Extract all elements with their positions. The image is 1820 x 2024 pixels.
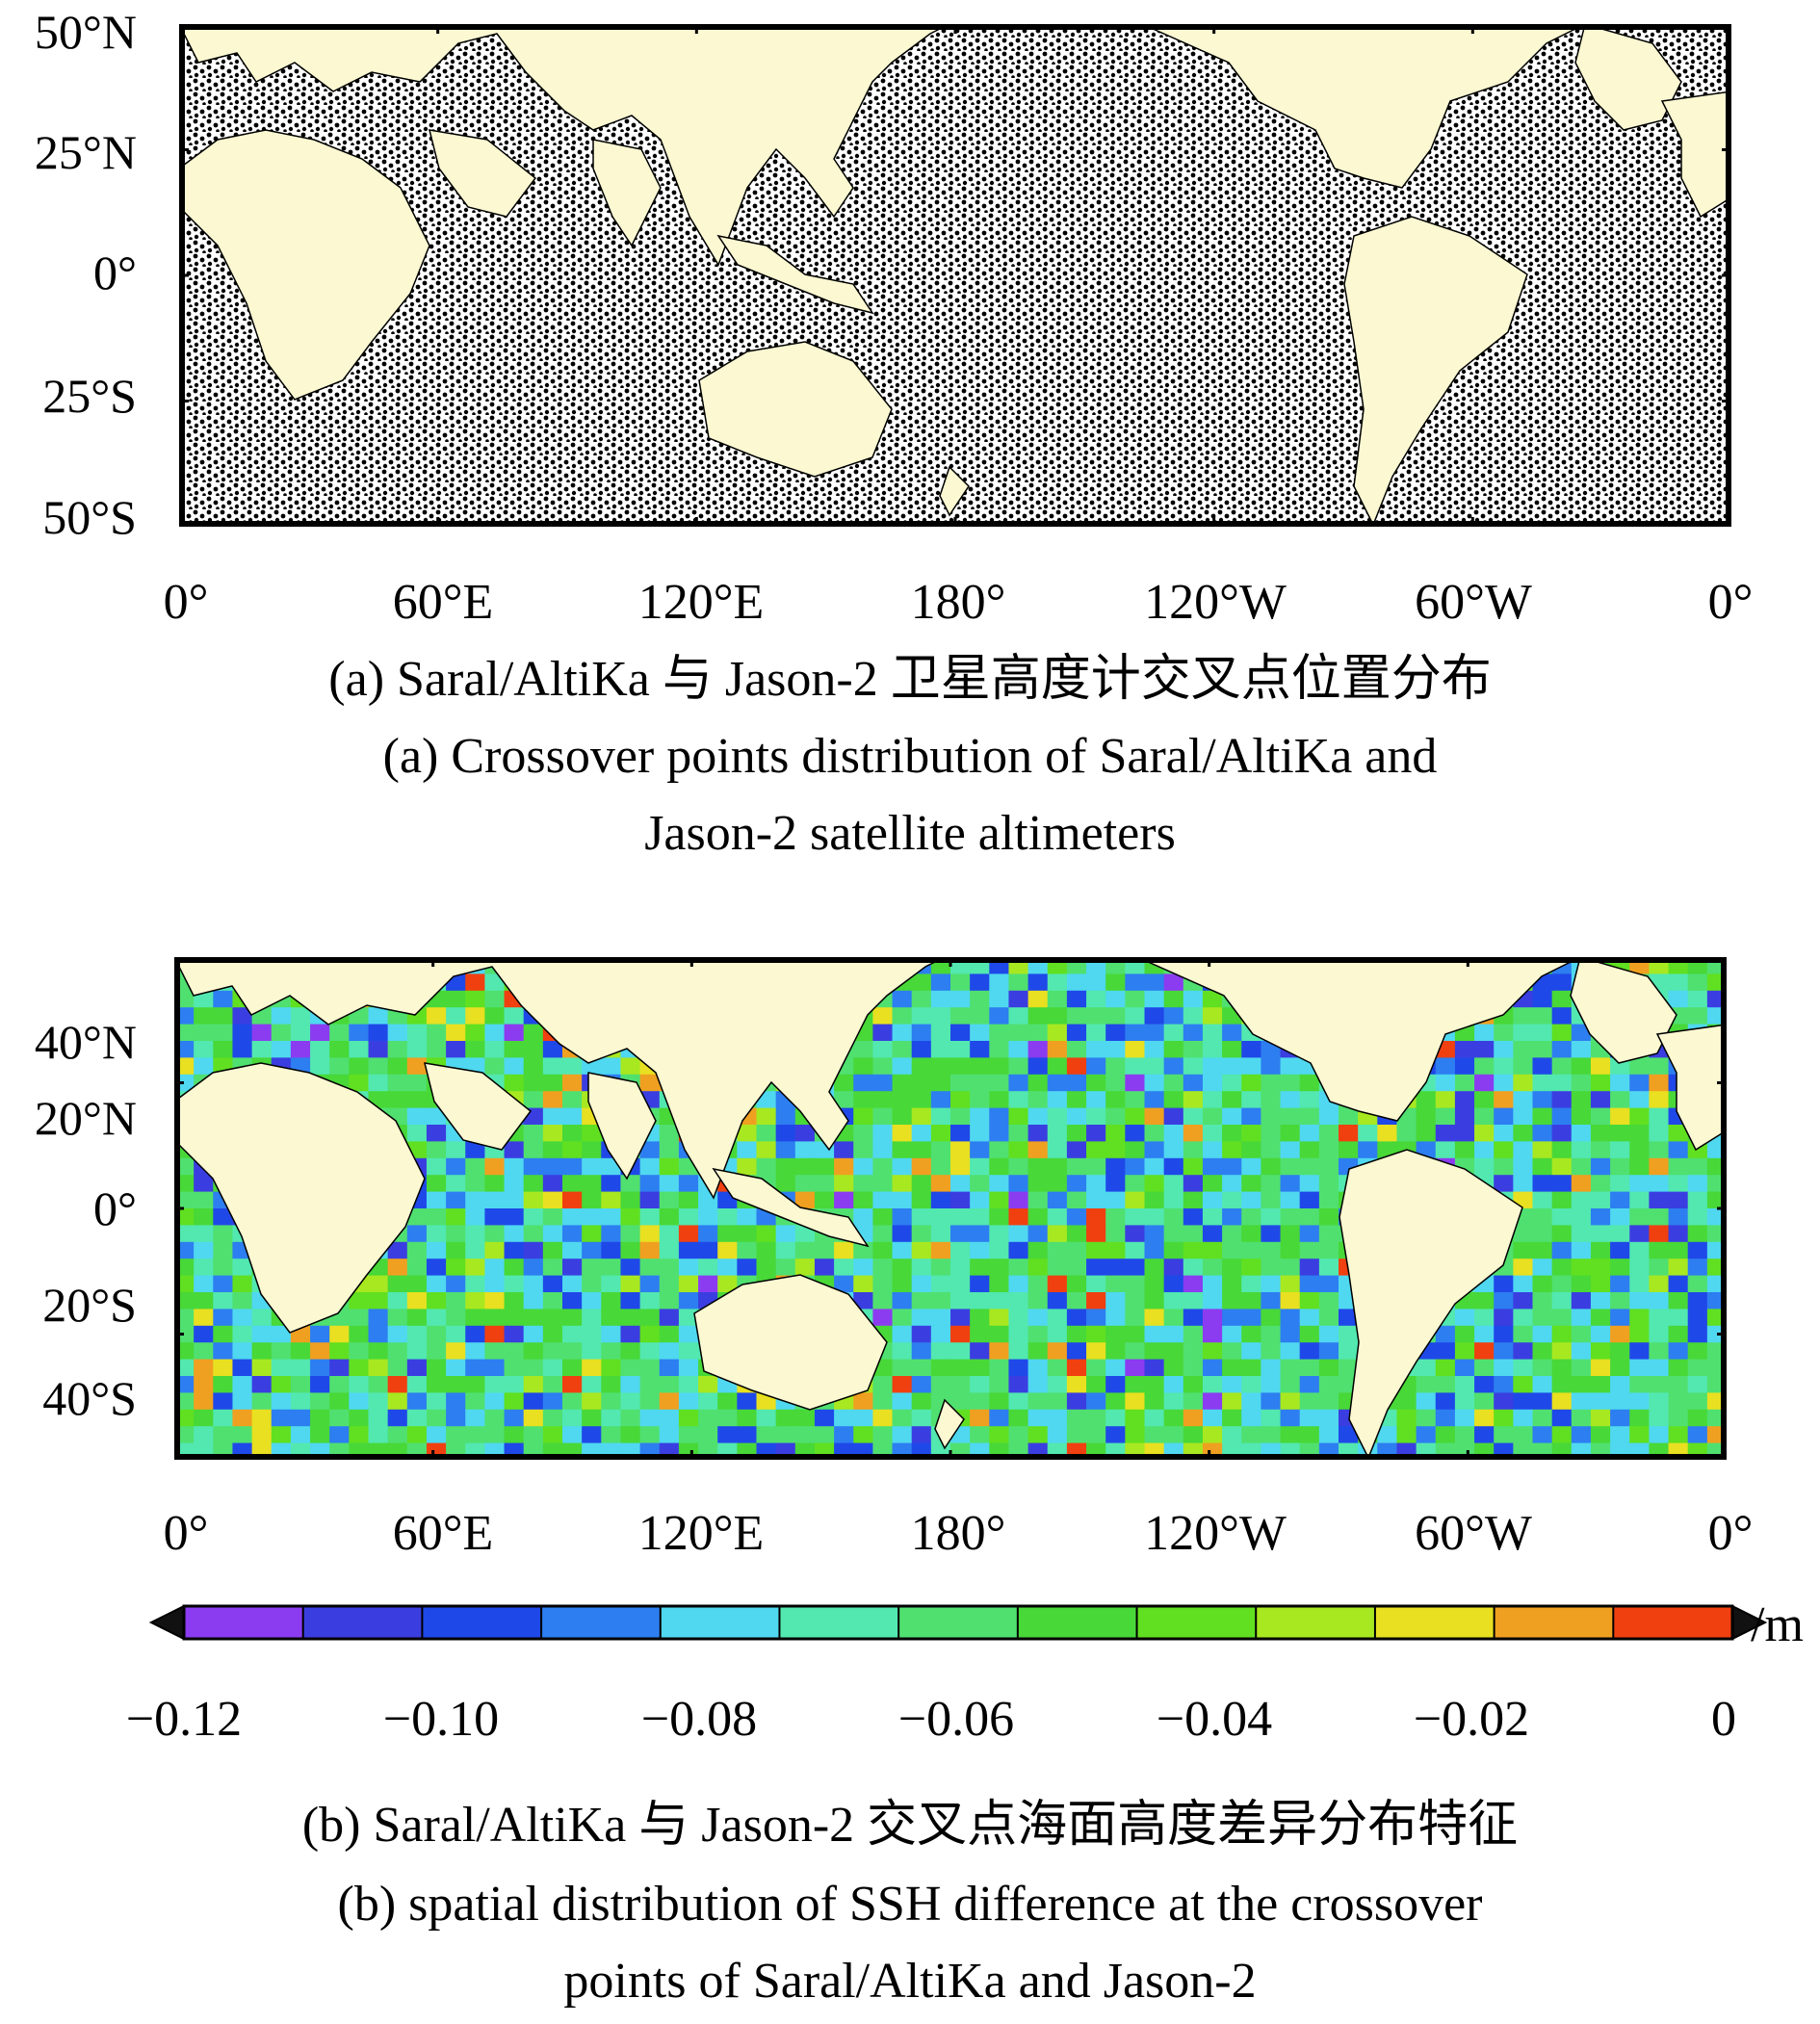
panel-a-lat-label: 25°N bbox=[34, 125, 137, 179]
colorbar-segment bbox=[541, 1606, 662, 1639]
colorbar-tick-label: −0.12 bbox=[125, 1692, 243, 1747]
colorbar-segment bbox=[1136, 1606, 1257, 1639]
europe-east-land bbox=[1655, 1024, 1727, 1152]
colorbar-segment bbox=[422, 1606, 542, 1639]
panel-a-lon-label: 60°E bbox=[392, 575, 494, 630]
colorbar-unit: /m bbox=[1751, 1597, 1804, 1652]
panel-a-lat-label: 25°S bbox=[42, 369, 137, 423]
panel-b-lat-label: 40°S bbox=[42, 1371, 137, 1425]
colorbar-segment bbox=[184, 1606, 304, 1639]
panel-b-lon-label: 60°E bbox=[392, 1506, 494, 1561]
panel-b-lat-label: 0° bbox=[93, 1181, 137, 1235]
colorbar-tick-label: −0.06 bbox=[897, 1692, 1015, 1747]
panel-b-caption-cn: (b) Saral/AltiKa 与 Jason-2 交叉点海面高度差异分布特征 bbox=[301, 1798, 1519, 1853]
colorbar-tick-label: −0.04 bbox=[1156, 1692, 1273, 1747]
panel-a-lon-label: 120°E bbox=[637, 575, 765, 630]
africa-land bbox=[174, 1062, 426, 1334]
panel-a-caption-en-2: Jason-2 satellite altimeters bbox=[644, 806, 1176, 861]
panel-b-lon-label: 0° bbox=[1707, 1506, 1754, 1561]
colorbar bbox=[149, 1604, 1767, 1641]
samerica-land bbox=[1343, 216, 1528, 527]
map-ticks bbox=[174, 957, 1727, 1460]
colorbar-min-arrow bbox=[149, 1604, 185, 1641]
panel-a-lon-label: 120°W bbox=[1144, 575, 1287, 630]
colorbar-segment bbox=[779, 1606, 899, 1639]
panel-b-lon-label: 180° bbox=[910, 1506, 1006, 1561]
panel-a-lon-label: 0° bbox=[163, 575, 209, 630]
panel-b-lat-label: 20°N bbox=[34, 1091, 137, 1145]
seasia-land bbox=[716, 234, 874, 315]
seasia-land bbox=[712, 1167, 870, 1248]
colorbar-segment bbox=[1017, 1606, 1138, 1639]
land-masses bbox=[174, 957, 1727, 1460]
panel-b-lon-label: 60°W bbox=[1415, 1506, 1532, 1561]
panel-a-lon-label: 60°W bbox=[1415, 575, 1532, 630]
colorbar-segment bbox=[302, 1606, 423, 1639]
panel-b-lat-label: 40°N bbox=[34, 1015, 137, 1069]
colorbar-segment bbox=[1256, 1606, 1376, 1639]
greenland-eu-land bbox=[1570, 957, 1677, 1064]
europe-east-land bbox=[1660, 91, 1731, 219]
colorbar-tick-label: −0.02 bbox=[1413, 1692, 1530, 1747]
colorbar-segment bbox=[1494, 1606, 1614, 1639]
crossover-points-map bbox=[179, 24, 1731, 527]
land-masses bbox=[179, 24, 1731, 527]
panel-b-lon-label: 120°E bbox=[637, 1506, 765, 1561]
panel-b-caption-en-2: points of Saral/AltiKa and Jason-2 bbox=[563, 1954, 1257, 2009]
arabia-land bbox=[423, 1062, 533, 1151]
india-land bbox=[592, 139, 662, 247]
africa-land bbox=[179, 129, 430, 401]
europe-asia-land bbox=[174, 957, 946, 1200]
nz-land bbox=[934, 1398, 965, 1450]
panel-b-caption-en-1: (b) spatial distribution of SSH differen… bbox=[337, 1877, 1483, 1932]
panel-a-lat-label: 50°N bbox=[34, 5, 137, 59]
europe-asia-land bbox=[179, 24, 950, 267]
colorbar-tick-label: −0.10 bbox=[382, 1692, 500, 1747]
colorbar-segment bbox=[1374, 1606, 1495, 1639]
nz-land bbox=[939, 465, 970, 517]
panel-a-lat-label: 50°S bbox=[42, 490, 137, 544]
panel-a-lon-label: 180° bbox=[910, 575, 1006, 630]
india-land bbox=[587, 1072, 657, 1181]
colorbar-segment bbox=[898, 1606, 1019, 1639]
namerica-land bbox=[1136, 957, 1581, 1122]
colorbar-segment bbox=[660, 1606, 780, 1639]
map-ticks bbox=[179, 24, 1731, 527]
panel-b-lon-label: 120°W bbox=[1144, 1506, 1287, 1561]
panel-a-caption-cn: (a) Saral/AltiKa 与 Jason-2 卫星高度计交叉点位置分布 bbox=[328, 652, 1492, 707]
australia-land bbox=[693, 1274, 888, 1411]
colorbar-tick-label: 0 bbox=[1711, 1692, 1736, 1747]
panel-b-lon-label: 0° bbox=[163, 1506, 209, 1561]
greenland-eu-land bbox=[1574, 24, 1682, 131]
ssh-difference-map bbox=[174, 957, 1727, 1460]
arabia-land bbox=[428, 129, 537, 218]
panel-a-caption-en-1: (a) Crossover points distribution of Sar… bbox=[382, 729, 1438, 784]
panel-b-lat-label: 20°S bbox=[42, 1278, 137, 1332]
panel-a-lat-label: 0° bbox=[93, 246, 137, 299]
namerica-land bbox=[1141, 24, 1586, 189]
colorbar-segment bbox=[1613, 1606, 1733, 1639]
colorbar-tick-label: −0.08 bbox=[640, 1692, 758, 1747]
panel-a-lon-label: 0° bbox=[1707, 575, 1754, 630]
australia-land bbox=[698, 341, 893, 478]
samerica-land bbox=[1339, 1149, 1523, 1460]
